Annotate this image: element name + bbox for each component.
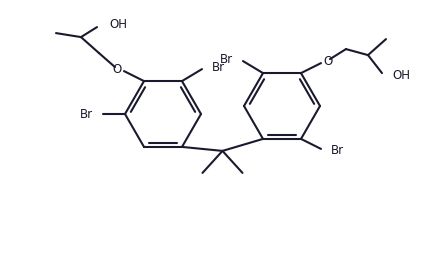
Text: OH: OH	[109, 18, 127, 30]
Text: OH: OH	[392, 69, 410, 82]
Text: O: O	[324, 55, 333, 68]
Text: O: O	[112, 62, 122, 76]
Text: Br: Br	[331, 145, 344, 157]
Text: Br: Br	[212, 61, 225, 74]
Text: Br: Br	[80, 107, 93, 120]
Text: Br: Br	[220, 53, 233, 66]
